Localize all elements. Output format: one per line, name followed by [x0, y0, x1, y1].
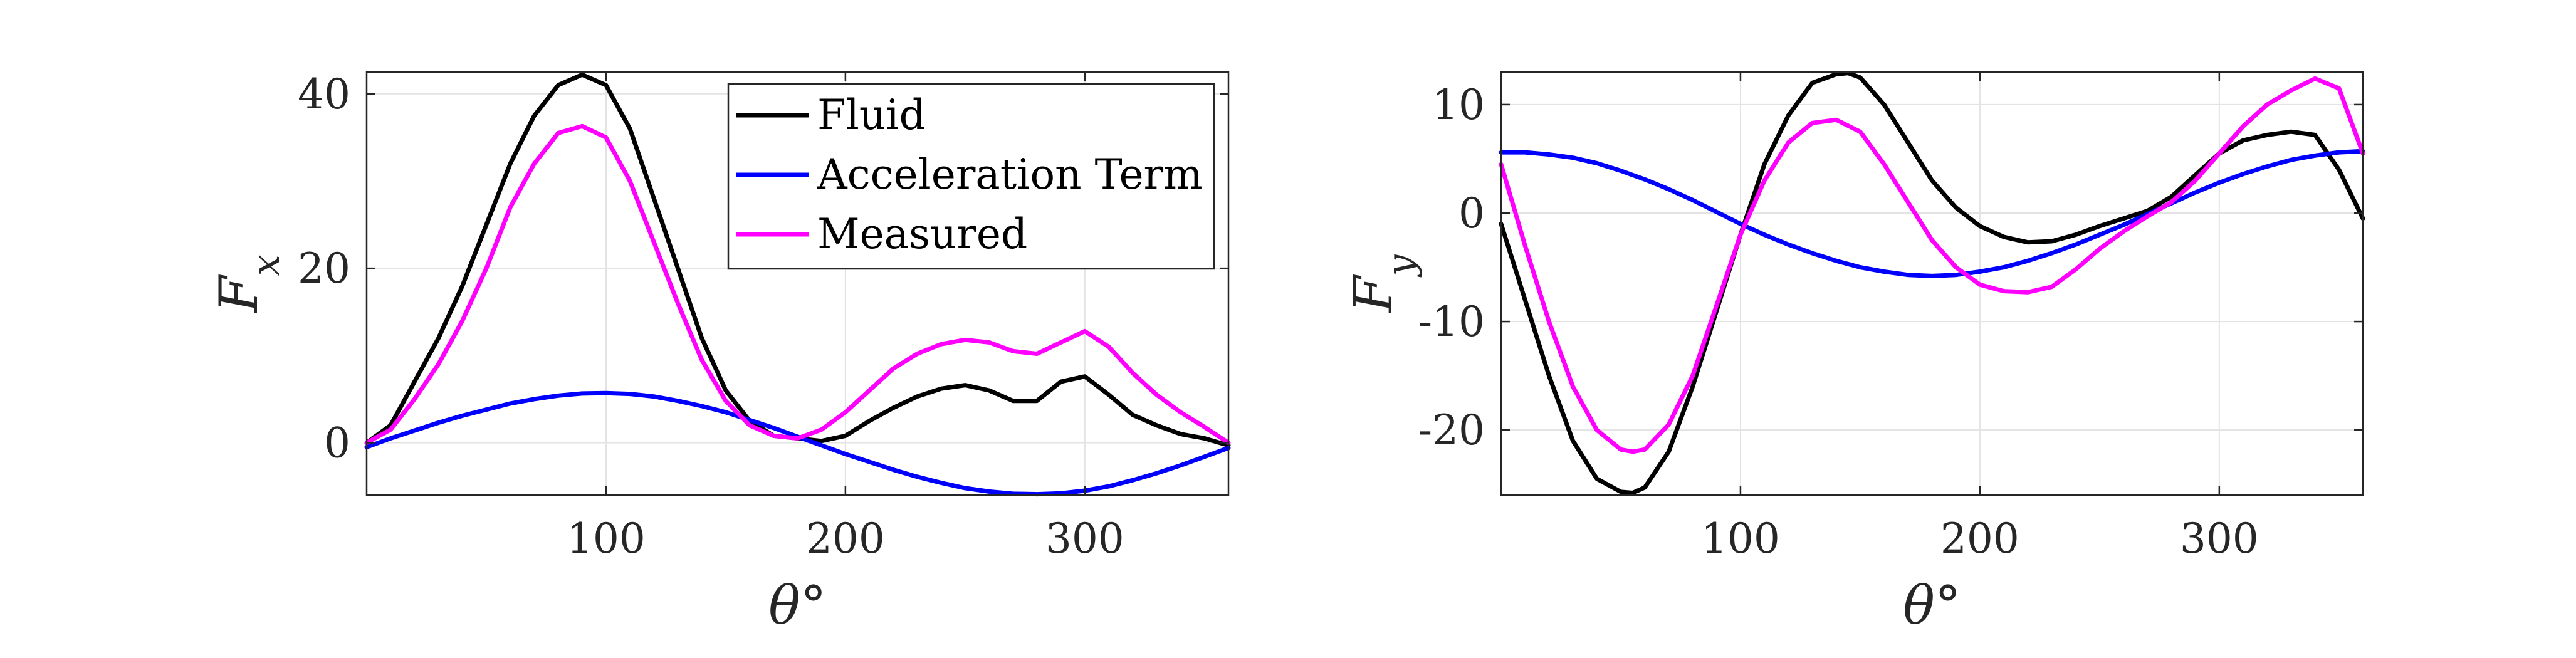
- x-tick-label-1: 200: [806, 514, 885, 563]
- x-tick-label-0: 100: [1701, 514, 1780, 563]
- legend-label-acceleration-term: Acceleration Term: [817, 150, 1203, 199]
- fy-chart: 100 200 300 -20 -10 0 10 θ° Fy: [1343, 71, 2365, 636]
- legend: Fluid Acceleration Term Measured: [727, 83, 1215, 270]
- legend-label-fluid: Fluid: [817, 91, 926, 139]
- x-tick-label-2: 300: [2180, 514, 2259, 563]
- y-axis-label-subscript: y: [1379, 254, 1423, 278]
- series-line-measured: [364, 123, 1231, 445]
- axes-box: [1500, 71, 2364, 496]
- y-tick-label-1: 20: [298, 244, 350, 293]
- series-line-acceleration-term: [1499, 149, 2365, 278]
- legend-label-measured: Measured: [817, 210, 1027, 258]
- fx-chart: 100 200 300 0 20 40 θ° Fx Fluid Acceleration Term…: [208, 70, 1231, 636]
- x-axis-label: θ°: [1903, 575, 1961, 636]
- axes-box: [365, 71, 1230, 496]
- series-line-measured: [1499, 76, 2365, 454]
- x-tick-label-0: 100: [567, 514, 646, 563]
- y-axis-label: Fx: [208, 254, 288, 313]
- y-axis-label: Fy: [1343, 254, 1423, 313]
- y-axis-label-subscript: x: [244, 254, 288, 276]
- y-tick-label-0: 0: [324, 419, 350, 467]
- y-tick-label-0: -20: [1418, 406, 1485, 454]
- y-tick-label-1: -10: [1418, 298, 1485, 346]
- y-tick-label-3: 10: [1432, 81, 1485, 129]
- x-axis-label: θ°: [768, 575, 827, 636]
- x-tick-label-1: 200: [1940, 514, 2019, 563]
- x-tick-label-2: 300: [1045, 514, 1124, 563]
- legend-box: [727, 83, 1215, 270]
- y-tick-label-2: 0: [1458, 189, 1485, 238]
- y-tick-label-2: 40: [298, 70, 350, 118]
